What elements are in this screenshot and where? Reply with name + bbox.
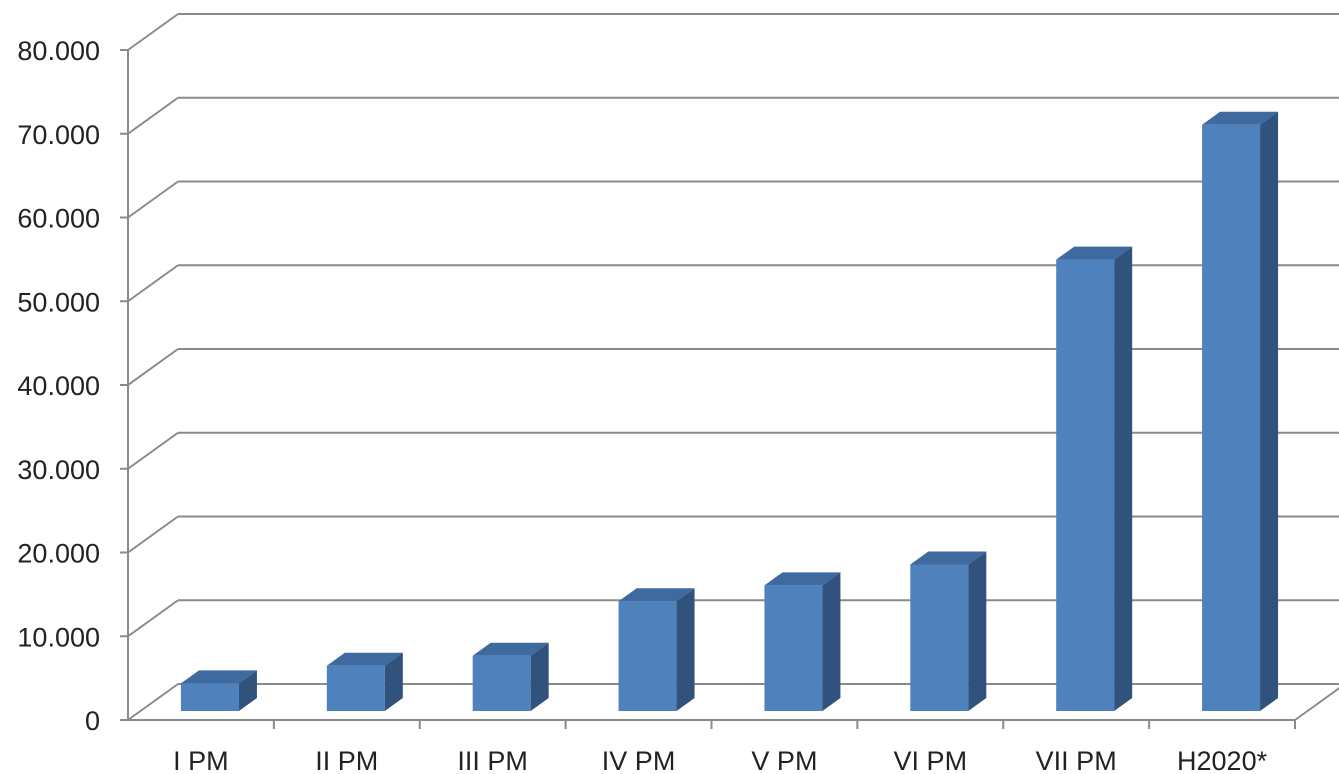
x-category-label: IV PM bbox=[602, 746, 676, 774]
bar-side bbox=[384, 652, 403, 711]
gridline-side bbox=[127, 348, 179, 386]
axes bbox=[120, 49, 1339, 729]
bar-side bbox=[238, 670, 257, 711]
x-category-label: I PM bbox=[173, 746, 229, 774]
bar-front bbox=[1056, 259, 1115, 711]
y-tick-label: 80.000 bbox=[17, 36, 100, 66]
bar-top bbox=[326, 652, 403, 666]
gridline-side bbox=[127, 599, 179, 638]
bar-2 bbox=[326, 652, 403, 711]
bar-top bbox=[180, 670, 257, 684]
gridline-side bbox=[127, 96, 179, 135]
bar-side bbox=[968, 551, 987, 711]
bar-front bbox=[180, 683, 239, 711]
y-tick-label: 60.000 bbox=[17, 204, 100, 234]
bar-side bbox=[676, 588, 695, 711]
bar-6 bbox=[910, 551, 987, 711]
y-tick-label: 40.000 bbox=[17, 371, 100, 401]
bar-side bbox=[1114, 246, 1133, 711]
bar-top bbox=[764, 572, 841, 586]
bar-3 bbox=[472, 642, 549, 711]
bar-7 bbox=[1056, 246, 1133, 711]
bar-1 bbox=[180, 670, 257, 711]
y-tick-label: 20.000 bbox=[17, 539, 100, 569]
bar-4 bbox=[618, 588, 695, 711]
bar-front bbox=[1202, 124, 1261, 711]
y-tick-label: 10.000 bbox=[17, 622, 100, 652]
y-tick-label: 70.000 bbox=[17, 120, 100, 150]
gridline-side bbox=[127, 515, 179, 554]
y-axis-tick-labels: 0 10.000 20.000 30.000 40.000 50.000 60.000 70.… bbox=[17, 36, 100, 736]
bar-front bbox=[618, 601, 677, 711]
gridline-side bbox=[127, 13, 179, 51]
bar-front bbox=[326, 665, 385, 711]
gridline-side bbox=[127, 683, 179, 721]
x-category-label: H2020* bbox=[1177, 746, 1268, 774]
x-category-label: VII PM bbox=[1036, 746, 1117, 774]
gridline-side bbox=[127, 180, 179, 219]
bar-side bbox=[1260, 111, 1279, 711]
x-category-label: II PM bbox=[315, 746, 378, 774]
bar-front bbox=[910, 564, 969, 711]
x-axis-category-labels: I PM II PM III PM IV PM V PM VI PM VII PM H2020… bbox=[173, 746, 1267, 774]
bar-front bbox=[472, 655, 531, 711]
y-tick-label: 50.000 bbox=[17, 287, 100, 317]
y-tick-label: 0 bbox=[85, 706, 100, 736]
gridlines bbox=[127, 13, 1339, 721]
bar-top bbox=[1202, 111, 1279, 125]
x-category-label: III PM bbox=[457, 746, 528, 774]
bar-side bbox=[822, 572, 841, 711]
gridline-side bbox=[127, 264, 179, 303]
y-tick-label: 30.000 bbox=[17, 455, 100, 485]
bar-front bbox=[764, 585, 823, 711]
bar-top bbox=[618, 588, 695, 602]
x-category-label: VI PM bbox=[894, 746, 968, 774]
bar-8 bbox=[1202, 111, 1279, 711]
bar-side bbox=[530, 642, 549, 711]
bars bbox=[180, 111, 1279, 711]
bar-5 bbox=[764, 572, 841, 711]
x-category-label: V PM bbox=[751, 746, 817, 774]
floor-right-edge bbox=[1294, 687, 1339, 721]
bar-top bbox=[472, 642, 549, 656]
gridline-side bbox=[127, 431, 179, 470]
bar-top bbox=[910, 551, 987, 565]
bar-top bbox=[1056, 246, 1133, 260]
